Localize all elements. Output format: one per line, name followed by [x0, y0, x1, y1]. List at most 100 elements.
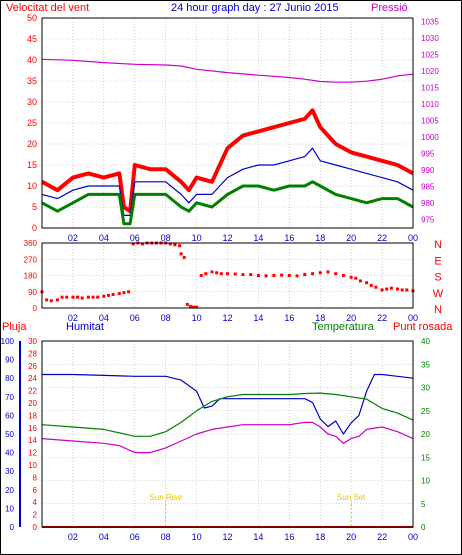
temperature-tick-label: 0	[421, 523, 426, 532]
wind-speed-tick-label: 30	[27, 97, 37, 107]
temperature-tick-label: 35	[421, 360, 430, 369]
rain-tick-label: 14	[28, 436, 37, 445]
x-tick-label: 00	[408, 233, 418, 243]
x-tick-label: 20	[346, 532, 356, 542]
direction-point	[256, 274, 260, 277]
wind-pressure-panel: 0510152025303540455097598098599099510001…	[27, 13, 439, 243]
humidity-tick-label: 10	[5, 504, 14, 513]
x-tick-label: 20	[346, 313, 356, 323]
direction-point	[400, 288, 404, 292]
rain-tick-label: 30	[28, 337, 37, 346]
direction-point	[264, 274, 268, 278]
direction-point	[389, 286, 393, 290]
pressure-tick-label: 990	[421, 166, 435, 175]
x-tick-label: 02	[68, 233, 78, 243]
rain-tick-label: 16	[28, 424, 37, 433]
temperature-tick-label: 20	[421, 430, 430, 439]
humidity-tick-label: 40	[5, 449, 14, 458]
x-tick-label: 04	[99, 313, 109, 323]
humidity-tick-label: 0	[10, 523, 15, 532]
direction-point	[117, 292, 121, 296]
gust-series-line	[41, 108, 414, 214]
compass-label: N	[434, 304, 442, 316]
direction-point	[341, 274, 345, 277]
humidity-series-line	[42, 373, 414, 435]
direction-tick-label: 270	[24, 255, 38, 264]
pressure-tick-label: 1010	[421, 100, 439, 109]
pressure-tick-label: 1025	[421, 50, 439, 59]
x-tick-label: 08	[161, 233, 171, 243]
plot-border	[41, 242, 414, 309]
compass-label: S	[434, 272, 441, 284]
rain-tick-label: 22	[28, 387, 37, 396]
direction-point	[49, 299, 53, 303]
rain-tick-label: 12	[28, 449, 37, 458]
x-tick-label: 18	[315, 313, 325, 323]
direction-point	[106, 293, 110, 297]
direction-point	[204, 272, 208, 276]
direction-point	[127, 290, 131, 294]
pressure-tick-label: 980	[421, 199, 435, 208]
pressure-tick-label: 1000	[421, 133, 439, 142]
direction-point	[295, 274, 299, 278]
x-tick-label: 10	[192, 313, 202, 323]
direction-point	[280, 273, 284, 277]
temperature-tick-label: 15	[421, 453, 430, 462]
direction-point	[55, 298, 59, 302]
x-tick-label: 04	[99, 233, 109, 243]
compass-label: W	[433, 288, 444, 300]
temperature-tick-label: 40	[421, 337, 430, 346]
wind-speed-tick-label: 20	[27, 139, 37, 149]
direction-point	[80, 296, 84, 300]
direction-point	[188, 305, 192, 309]
pressure-label: Pressió	[371, 2, 408, 14]
direction-point	[173, 243, 177, 247]
x-tick-label: 02	[68, 313, 78, 323]
minimum-series-line	[41, 180, 414, 226]
pressure-series-line	[41, 58, 414, 83]
x-tick-label: 22	[377, 233, 387, 243]
humidity-tick-label: 50	[5, 430, 14, 439]
humidity-tick-label: 20	[5, 486, 14, 495]
direction-point	[111, 292, 115, 296]
direction-tick-label: 360	[24, 239, 38, 248]
x-tick-label: 20	[346, 233, 356, 243]
wind-speed-tick-label: 40	[27, 55, 37, 65]
x-tick-label: 18	[315, 532, 325, 542]
x-tick-label: 14	[253, 532, 263, 542]
wind-speed-tick-label: 50	[27, 13, 37, 23]
direction-point	[311, 272, 315, 276]
rain-tick-label: 20	[28, 399, 37, 408]
x-tick-label: 10	[192, 233, 202, 243]
direction-point	[241, 273, 245, 277]
direction-point	[131, 242, 135, 246]
direction-point	[71, 295, 75, 299]
wind-speed-tick-label: 25	[27, 118, 37, 128]
direction-point	[233, 272, 237, 276]
wind-speed-tick-label: 35	[27, 76, 37, 86]
direction-point	[76, 295, 80, 299]
x-tick-label: 16	[284, 313, 294, 323]
direction-point	[380, 288, 384, 292]
temperature-series-line	[41, 392, 414, 437]
pressure-tick-label: 1005	[421, 117, 439, 126]
direction-point	[349, 275, 353, 279]
humidity-tick-label: 90	[5, 356, 14, 365]
wind-speed-label: Velocitat del vent	[6, 2, 89, 14]
chart-title: 24 hour graph day : 27 Junio 2015	[171, 2, 339, 14]
pressure-tick-label: 1020	[421, 67, 439, 76]
direction-point	[45, 298, 49, 302]
sun-marker-label: Sun Rise	[149, 493, 182, 502]
rain-tick-label: 8	[33, 473, 38, 482]
direction-tick-label: 180	[24, 272, 38, 281]
x-tick-label: 04	[99, 532, 109, 542]
direction-point	[199, 274, 203, 277]
direction-point	[86, 295, 90, 299]
direction-point	[91, 295, 95, 299]
dew_point-series-line	[41, 421, 414, 454]
humidity-temperature-panel: 0510152025303540010203040506070809010002…	[1, 337, 431, 542]
compass-label: E	[434, 255, 441, 267]
pressure-tick-label: 995	[421, 150, 435, 159]
